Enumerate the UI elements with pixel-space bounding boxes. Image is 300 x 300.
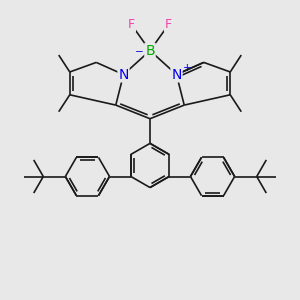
Text: +: + xyxy=(183,63,192,73)
Text: B: B xyxy=(145,44,155,58)
Text: F: F xyxy=(128,18,135,32)
Text: N: N xyxy=(118,68,129,82)
Text: F: F xyxy=(165,18,172,32)
Text: N: N xyxy=(171,68,182,82)
Text: −: − xyxy=(135,47,144,58)
